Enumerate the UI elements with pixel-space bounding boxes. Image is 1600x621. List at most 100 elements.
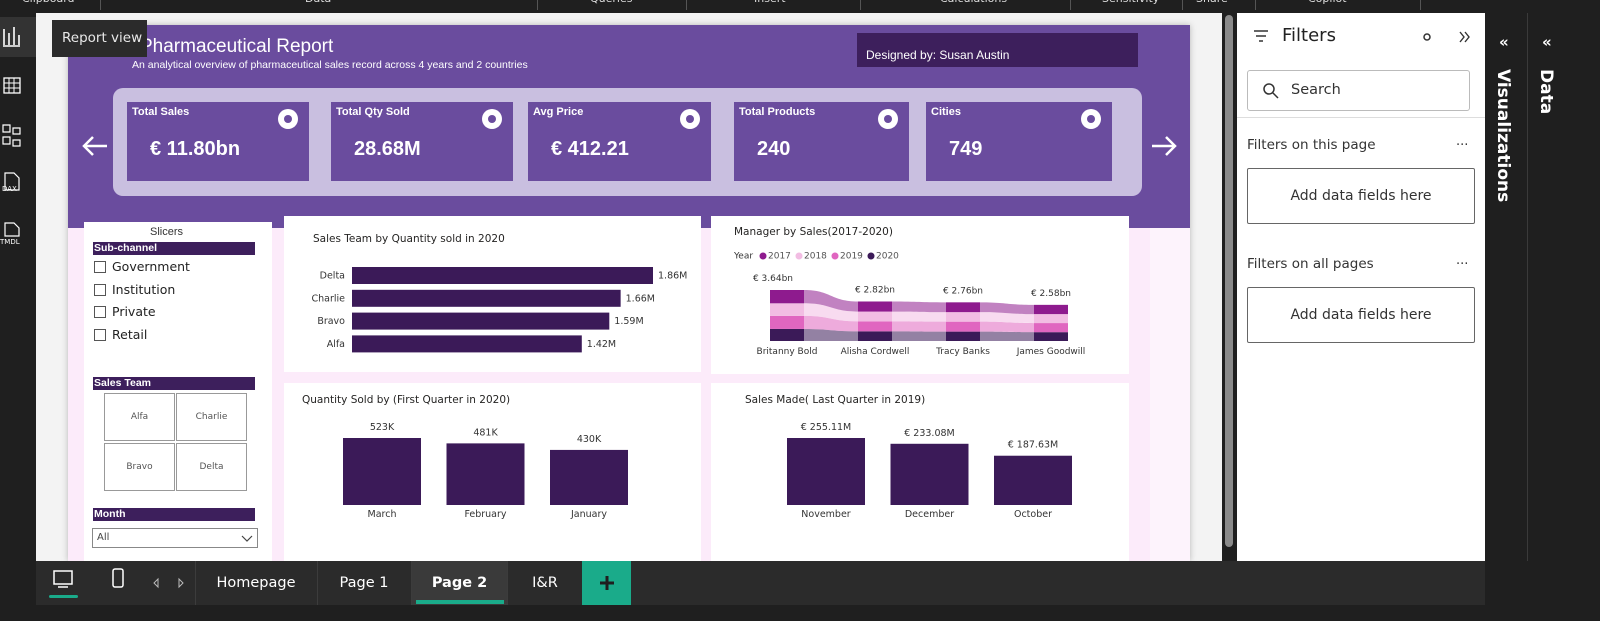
ribbon-tab[interactable]: Data [305,0,331,5]
pane-expand[interactable]: « [1542,33,1552,51]
kpi-icon [278,109,298,129]
kpi-value: € 412.21 [551,138,629,160]
icon-detail [1087,115,1095,123]
ribbon-divider [1182,0,1183,10]
plus-icon [600,576,614,590]
slicer-header: Sub-channel [93,242,255,255]
add-page[interactable] [582,561,631,605]
ribbon [980,302,1034,315]
section-title: Filters on this page [1247,137,1376,153]
checkbox-label[interactable]: Institution [112,281,176,297]
drop-zone[interactable]: Add data fields here [1247,168,1475,224]
ribbon [892,331,946,341]
bar [446,443,525,505]
bar [352,335,582,353]
ribbon-tab[interactable]: Calculations [940,0,1007,5]
category-label: Charlie [311,293,345,304]
team-button[interactable]: Alfa [104,393,175,441]
ribbon-tab[interactable]: Queries [590,0,632,5]
ribbon-divider [100,0,101,10]
scroll-thumb[interactable] [1225,15,1233,547]
category-label: Bravo [317,316,345,327]
ribbon-segment [770,315,804,329]
chart: Manager by Sales(2017-2020) Year 2017 2018 2… [733,226,1085,357]
legend-dot [795,252,803,260]
page-tab[interactable]: Page 1 [317,561,410,605]
bar [550,449,628,505]
team-button[interactable]: Delta [176,443,247,491]
legend-dot [759,252,767,260]
drop-zone[interactable]: Add data fields here [1247,287,1475,343]
pane-title[interactable]: Visualizations [1493,69,1513,203]
dax-label: DAX [2,185,17,193]
category-label: March [368,509,397,520]
dropdown-value: All [97,532,110,543]
page-tab[interactable]: Page 2 [411,561,507,605]
ribbon [980,321,1034,333]
kpi-card: Total Qty Sold 28.68M [331,102,513,181]
page-tab[interactable]: Homepage [195,561,316,605]
team-button[interactable]: Bravo [104,443,175,491]
value-label: € 255.11M [801,422,852,433]
ribbon-tab[interactable]: Sensitivity [1102,0,1159,5]
bar [890,443,969,505]
dax-icon [4,172,20,191]
table-icon [3,77,21,94]
page-tab[interactable]: I&R [507,561,582,605]
category-label: November [801,509,851,520]
filters-icons [1254,30,1470,43]
scrollbar[interactable] [1222,13,1236,561]
arrow-path [1152,136,1177,156]
checkbox-label[interactable]: Retail [112,326,148,342]
pane-expand[interactable]: « [1499,33,1509,51]
kpi-icon [680,109,700,129]
legend-label: 2019 [840,252,863,262]
ribbon-divider [1420,0,1421,10]
ribbon [980,312,1034,324]
side-strip [1150,228,1190,561]
team-button[interactable]: Charlie [176,393,247,441]
month-dropdown[interactable]: All [92,528,258,548]
ribbon-tab[interactable]: Insert [754,0,786,5]
bar [352,267,653,284]
search-box[interactable]: Search [1247,70,1470,111]
tmdl-label: TMDL [0,238,20,246]
ribbon-tab[interactable]: Copilot [1308,0,1347,5]
checkbox[interactable] [94,328,106,341]
next-arrow[interactable] [1149,133,1179,159]
pane-title[interactable]: Data [1536,69,1556,115]
ribbon-tab[interactable]: Share [1196,0,1228,5]
eye-icon [1423,33,1431,41]
checkbox-label[interactable]: Government [112,259,190,274]
ribbon-segment [770,303,804,316]
filters-pane: Filters Search Filters on this page... Add … [1237,13,1485,561]
tooltip: Report view [52,20,147,57]
checkbox[interactable] [94,283,106,296]
kpi-card: Cities 749 [926,102,1112,181]
value-label: 1.86M [658,271,687,282]
bar [352,312,610,330]
ribbon-tab[interactable]: Clipboard [22,0,75,5]
category-label: Alisha Cordwell [841,347,910,357]
chart-title: Sales Made( Last Quarter in 2019) [745,394,925,406]
plus [600,576,614,590]
legend-label: 2020 [876,252,899,262]
prev-arrow[interactable] [80,133,110,159]
section-more[interactable]: ... [1456,134,1469,149]
model-icon [2,124,21,147]
checkbox[interactable] [94,306,106,319]
kpi-value: € 11.80bn [150,138,241,160]
chevron-path [241,535,253,542]
value-label: 481K [473,427,498,438]
filter-icon [1254,30,1268,42]
legend-label: 2018 [804,252,827,262]
section-more[interactable]: ... [1456,253,1469,268]
ribbon-segment [1034,304,1068,315]
page-tab-bar: Homepage Page 1 Page 2 I&R [36,561,1485,605]
bar [343,438,421,505]
category-label: January [570,509,607,520]
kpi-icon [482,109,502,129]
checkbox-label[interactable]: Private [112,304,156,320]
checkbox[interactable] [94,261,106,273]
legend-title: Year [733,252,753,262]
